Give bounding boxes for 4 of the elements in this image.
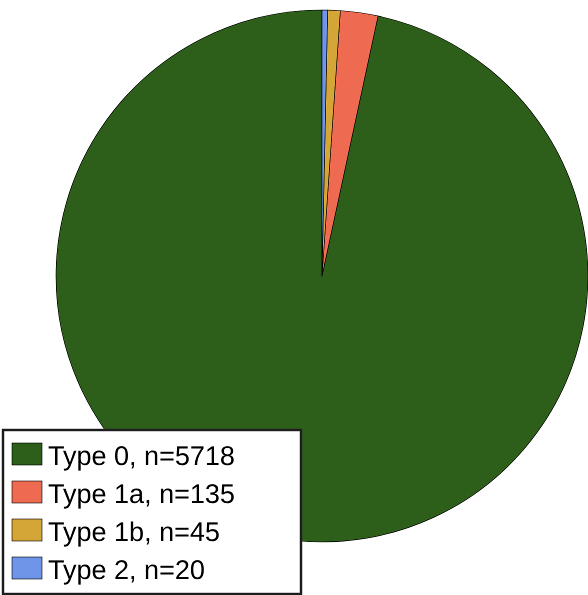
legend-label: Type 0, n=5718 xyxy=(48,441,235,471)
legend-label: Type 1a, n=135 xyxy=(48,479,235,509)
legend-label: Type 1b, n=45 xyxy=(48,517,220,547)
legend-label: Type 2, n=20 xyxy=(48,555,205,585)
